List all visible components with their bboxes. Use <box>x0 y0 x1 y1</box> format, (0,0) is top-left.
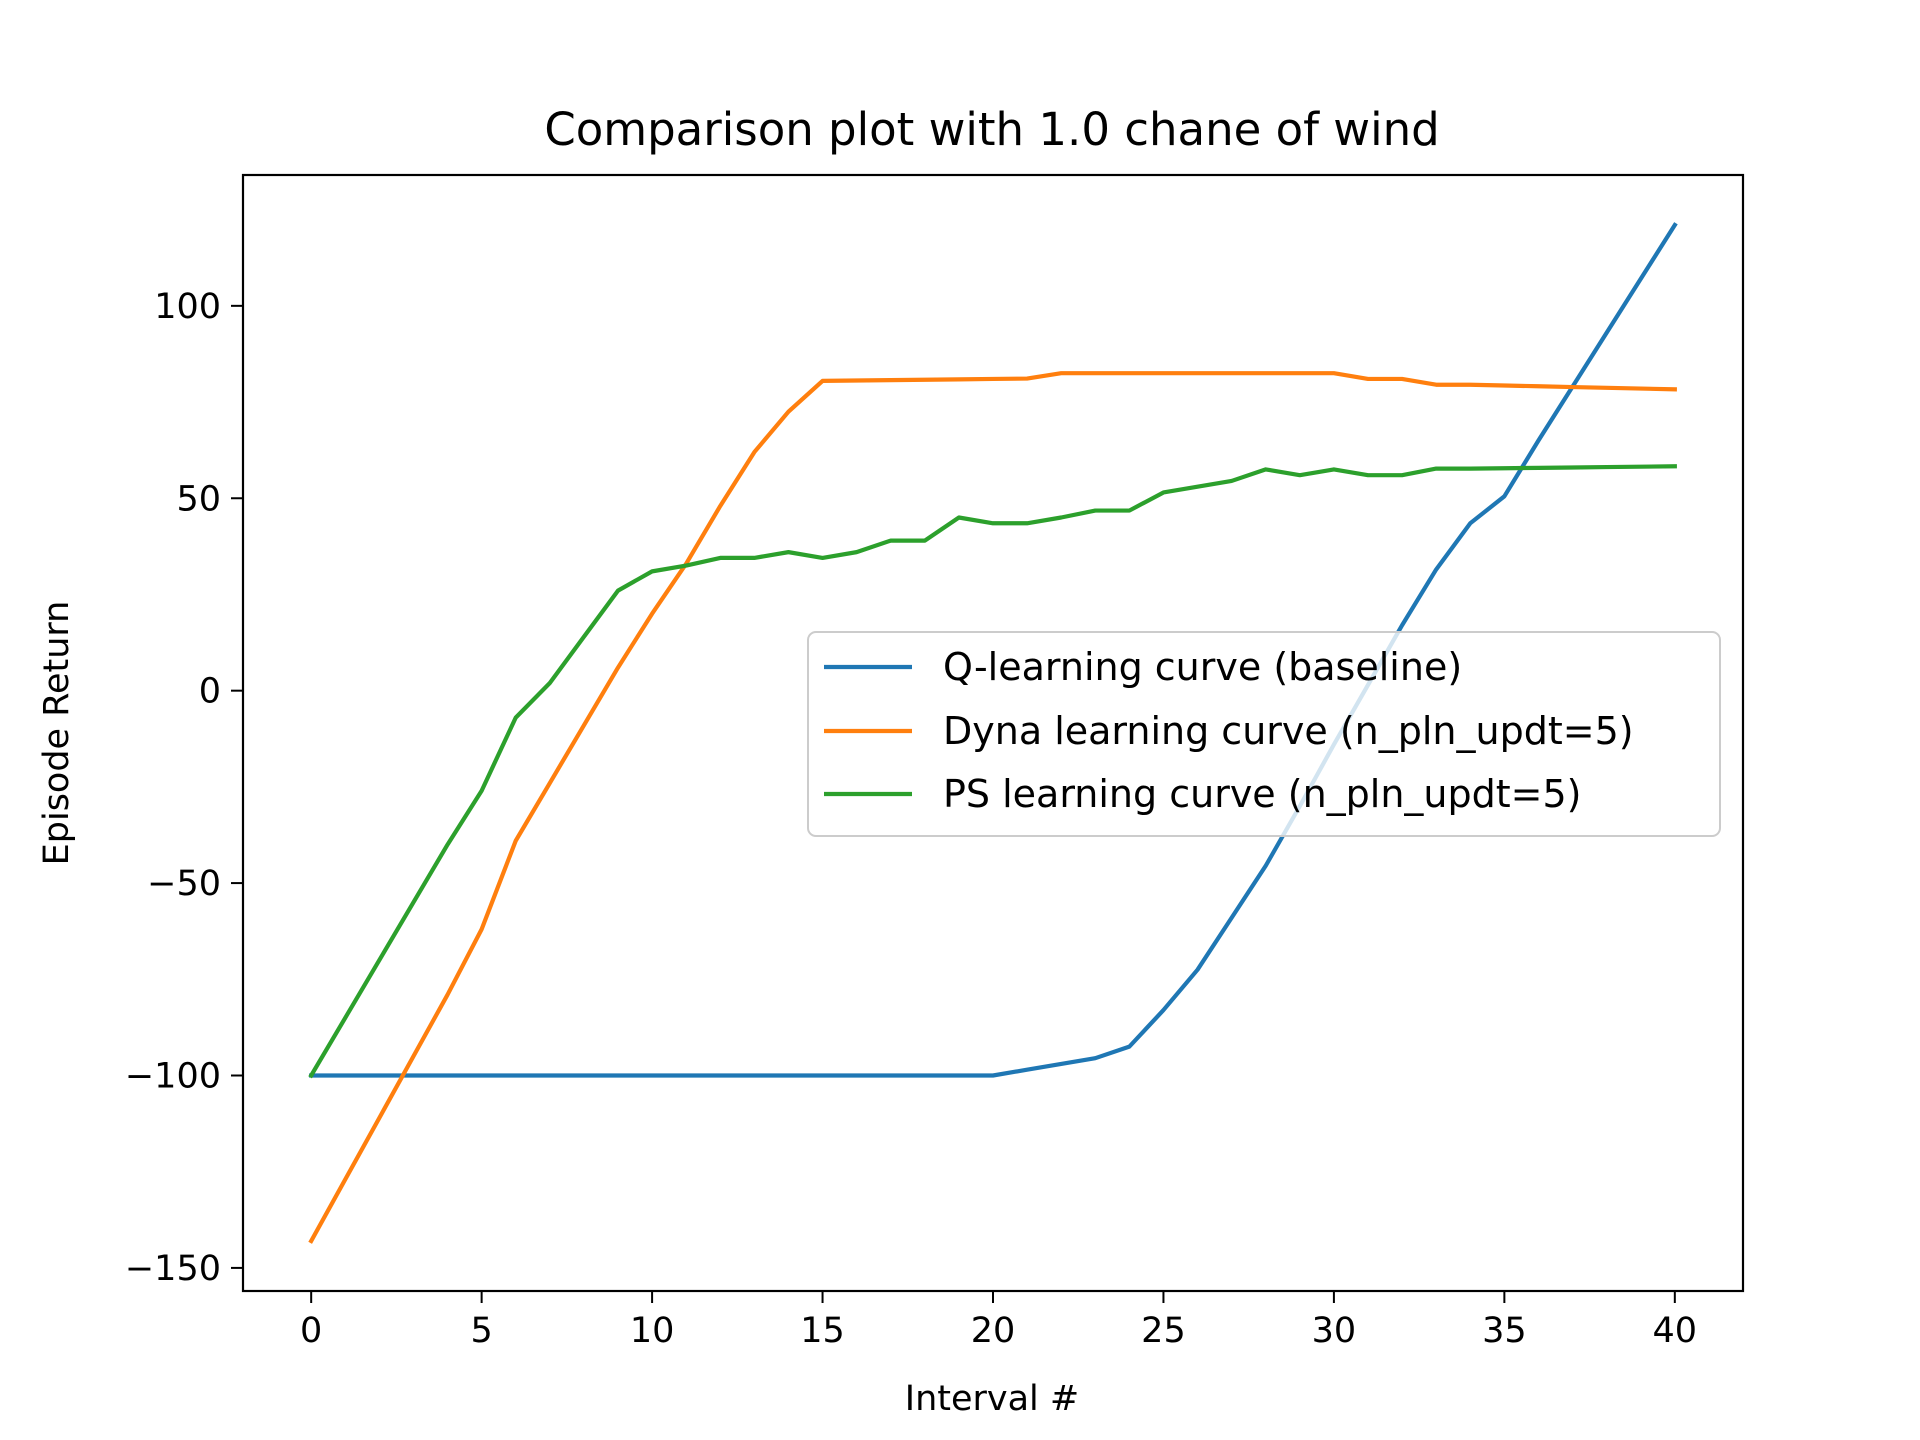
y-tick-label: 50 <box>176 479 221 519</box>
series-layer <box>308 222 1678 1244</box>
x-tick-label: 5 <box>470 1311 492 1351</box>
legend-label-ps: PS learning curve (n_pln_updt=5) <box>943 772 1582 816</box>
x-tick-label: 0 <box>300 1311 322 1351</box>
series-line-ps <box>308 464 1677 1079</box>
series-line-q-learning <box>309 222 1678 1078</box>
y-tick-label: 100 <box>154 287 221 327</box>
y-tick-label: −150 <box>125 1249 221 1289</box>
series-line-dyna <box>308 371 1677 1244</box>
x-tick-label: 40 <box>1653 1311 1698 1351</box>
legend-label-q-learning: Q-learning curve (baseline) <box>943 645 1462 689</box>
y-tick-label: −50 <box>147 864 221 904</box>
y-axis-label: Episode Return <box>37 601 77 866</box>
chart-title: Comparison plot with 1.0 chane of wind <box>544 103 1439 156</box>
x-tick-label: 20 <box>971 1311 1016 1351</box>
x-axis-label: Interval # <box>905 1379 1080 1419</box>
legend: Q-learning curve (baseline) Dyna learnin… <box>807 631 1721 837</box>
legend-label-dyna: Dyna learning curve (n_pln_updt=5) <box>943 709 1634 753</box>
x-tick-label: 25 <box>1141 1311 1186 1351</box>
x-tick-label: 35 <box>1482 1311 1527 1351</box>
y-axis-ticks: −150 −100 −50 0 50 100 <box>125 287 243 1289</box>
y-tick-label: 0 <box>199 672 221 712</box>
x-axis-ticks: 0 5 10 15 20 25 30 35 40 <box>300 1291 1697 1351</box>
legend-frame <box>807 631 1721 837</box>
y-tick-label: −100 <box>125 1056 221 1096</box>
x-tick-label: 10 <box>630 1311 675 1351</box>
x-tick-label: 15 <box>800 1311 845 1351</box>
x-tick-label: 30 <box>1312 1311 1357 1351</box>
